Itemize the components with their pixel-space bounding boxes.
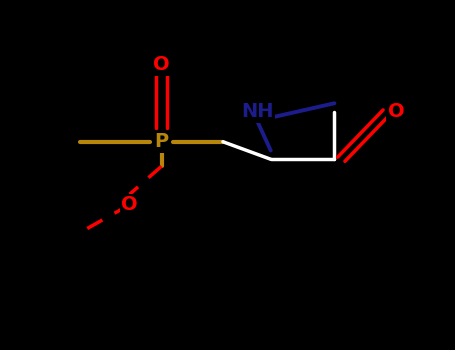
Text: O: O [153, 55, 170, 74]
Text: O: O [388, 103, 404, 121]
Text: P: P [154, 132, 169, 151]
Text: NH: NH [241, 103, 273, 121]
Text: O: O [121, 195, 138, 214]
